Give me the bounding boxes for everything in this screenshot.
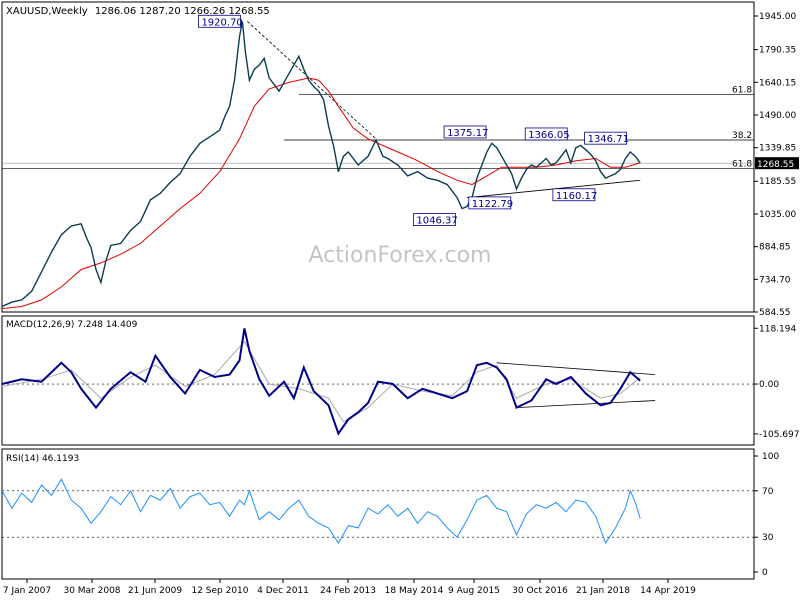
price-tick-label: 1035.00 [759, 210, 796, 220]
x-tick-label: 30 Mar 2008 [63, 586, 120, 596]
macd-tick-label: 0.00 [759, 380, 779, 390]
x-tick-label: 30 Oct 2016 [512, 586, 568, 596]
last-price-box [755, 157, 799, 170]
x-axis: 7 Jan 2007 30 Mar 2008 21 Jun 2009 12 Sep 2… [3, 579, 696, 596]
annotation-box [198, 14, 241, 28]
price-line [1, 21, 641, 308]
annotation-label: 1122.79 [472, 199, 513, 210]
price-tick-label: 734.70 [759, 275, 791, 285]
price-layer: 1945.00 1790.35 1640.15 1490.00 1339.85 1185.… [1, 12, 799, 318]
macd-signal-line [1, 340, 641, 423]
price-tick-label: 584.55 [759, 308, 791, 318]
macd-panel-frame [1, 315, 755, 446]
rsi-layer: 100 70 30 0 [1, 452, 779, 578]
fib-level-label: 38.2 [732, 131, 752, 141]
ohlc-label: 1286.06 1287.20 1266.26 1268.55 [95, 6, 270, 17]
x-tick-label: 21 Jun 2009 [128, 586, 182, 596]
x-tick-label: 7 Jan 2007 [3, 586, 51, 596]
annotation-box [552, 188, 596, 202]
x-tick-label: 14 Apr 2019 [640, 586, 696, 596]
rsi-line [1, 478, 641, 545]
last-price-label: 1268.55 [757, 160, 794, 170]
price-panel-frame [1, 1, 755, 313]
macd-tick-label: -105.697 [759, 430, 799, 440]
x-tick-label: 12 Sep 2010 [191, 586, 248, 596]
annotation-box [412, 213, 456, 226]
rsi-tick-label: 100 [762, 452, 779, 462]
annotation-label: 1366.05 [528, 130, 569, 141]
macd-lower-trendline [516, 400, 656, 409]
x-tick-label: 4 Dec 2011 [257, 586, 309, 596]
price-tick-label: 1945.00 [759, 12, 796, 22]
rsi-panel-frame [1, 448, 755, 580]
macd-tick-label: 118.194 [759, 324, 796, 334]
annotation-label: 1046.37 [416, 216, 457, 227]
price-tick-label: 1790.35 [759, 46, 796, 56]
annotation-label: 1375.17 [447, 128, 488, 139]
annotation-label: 1920.70 [201, 17, 242, 28]
x-tick-label: 18 May 2014 [385, 586, 444, 596]
fib-level-label: 61.8 [732, 85, 752, 95]
price-tick-label: 884.85 [759, 243, 791, 253]
annotation-box [524, 127, 568, 141]
symbol-label: XAUUSD,Weekly [6, 6, 88, 17]
macd-layer: 118.194 0.00 -105.697 [1, 324, 799, 440]
moving-average-line [1, 77, 641, 310]
price-tick-label: 1339.85 [759, 144, 796, 154]
price-tick-label: 1490.00 [759, 111, 796, 121]
annotation-label: 1346.71 [588, 134, 629, 145]
macd-title: MACD(12,26,9) 7.248 14.409 [6, 320, 138, 330]
annotation-box [584, 131, 627, 145]
x-tick-label: 21 Jan 2018 [576, 586, 630, 596]
macd-line [1, 328, 641, 436]
x-tick-label: 24 Feb 2013 [320, 586, 376, 596]
macd-upper-trendline [496, 362, 656, 376]
chart-header: XAUUSD,Weekly 1286.06 1287.20 1266.26 12… [6, 6, 270, 17]
rsi-tick-label: 0 [762, 568, 768, 578]
annotation-box [443, 125, 487, 139]
annotation-box [468, 196, 512, 210]
price-tick-label: 1640.15 [759, 78, 796, 88]
x-tick-label: 9 Aug 2015 [448, 586, 500, 596]
rsi-title: RSI(14) 46.1193 [6, 454, 79, 464]
dashed-trendline [247, 21, 377, 140]
rsi-tick-label: 30 [762, 533, 774, 543]
rsi-tick-label: 70 [762, 487, 774, 497]
price-tick-label: 1185.55 [759, 177, 796, 187]
fib-level-label: 61.8 [732, 159, 752, 169]
annotation-label: 1160.17 [556, 191, 597, 202]
watermark: ActionForex.com [309, 243, 492, 268]
